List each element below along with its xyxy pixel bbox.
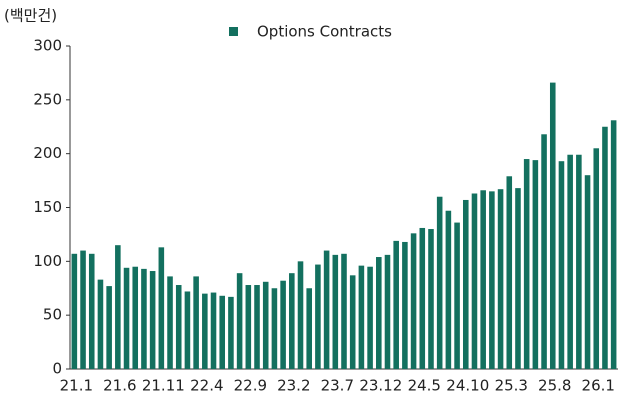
bar [602, 126, 608, 369]
bar [149, 271, 156, 369]
bar [376, 257, 382, 369]
y-tick-label: 150 [33, 198, 62, 216]
bar [341, 253, 347, 369]
bar [471, 193, 478, 369]
bar [506, 176, 513, 369]
bar [254, 285, 260, 369]
bar [462, 199, 469, 369]
x-tick-label: 24.10 [446, 377, 489, 395]
bar [541, 134, 547, 369]
y-tick-label: 0 [52, 360, 62, 378]
bar [402, 241, 408, 369]
bar [358, 265, 365, 369]
bar [523, 159, 530, 369]
bar [97, 279, 104, 369]
bar [323, 250, 330, 369]
x-tick-label: 22.4 [190, 377, 223, 395]
bar [228, 296, 234, 369]
y-tick-label: 300 [33, 37, 62, 55]
bar [497, 189, 504, 369]
bar [567, 154, 573, 369]
bar [132, 266, 139, 369]
bar [236, 273, 243, 369]
bar [515, 188, 521, 369]
x-tick-label: 23.2 [277, 377, 310, 395]
bar [141, 268, 147, 369]
y-tick-label: 100 [33, 252, 62, 270]
bar [210, 292, 217, 369]
bar [271, 288, 278, 369]
bar [349, 275, 356, 369]
x-tick-label: 25.8 [538, 377, 571, 395]
bar [393, 240, 399, 369]
bar [289, 273, 295, 369]
bar [367, 266, 373, 369]
y-tick-label: 250 [33, 90, 62, 108]
bar [410, 233, 417, 369]
bar [71, 253, 78, 369]
bar [193, 276, 199, 369]
bar [445, 210, 452, 369]
bar [184, 291, 191, 369]
x-tick-label: 25.3 [495, 377, 528, 395]
bar [306, 288, 312, 369]
bar [219, 295, 226, 369]
x-tick-label: 22.9 [234, 377, 267, 395]
bar [549, 82, 556, 370]
bar [262, 281, 269, 369]
bar [384, 254, 391, 369]
bar [202, 293, 208, 369]
x-tick-label: 23.7 [321, 377, 354, 395]
bar [532, 160, 539, 369]
bar [158, 247, 165, 369]
bar [297, 261, 304, 369]
bar [610, 120, 617, 369]
bar [593, 148, 600, 369]
bar [584, 175, 591, 369]
bar [280, 280, 286, 369]
bar [80, 250, 86, 369]
bar [115, 245, 121, 369]
bar [436, 196, 443, 369]
bar [428, 229, 434, 369]
y-tick-label: 50 [43, 306, 62, 324]
legend-label: Options Contracts [257, 23, 392, 41]
bar [315, 264, 321, 369]
bar [123, 267, 130, 369]
bar [106, 286, 112, 369]
y-tick-label: 200 [33, 144, 62, 162]
bar [175, 285, 182, 369]
x-tick-label: 26.1 [582, 377, 615, 395]
bar [558, 161, 565, 369]
legend-marker [229, 27, 238, 36]
bar [454, 222, 460, 369]
bar [245, 285, 252, 369]
bar [419, 227, 426, 369]
bar [167, 276, 173, 369]
x-tick-label: 23.12 [359, 377, 402, 395]
x-tick-label: 21.1 [60, 377, 93, 395]
bar [489, 191, 495, 369]
bar [480, 190, 486, 369]
unit-label: (백만건) [4, 7, 57, 25]
bar [88, 253, 95, 369]
x-tick-label: 24.5 [408, 377, 441, 395]
bar [576, 154, 582, 369]
x-tick-label: 21.6 [103, 377, 136, 395]
x-tick-label: 21.11 [142, 377, 185, 395]
bar [332, 254, 339, 369]
